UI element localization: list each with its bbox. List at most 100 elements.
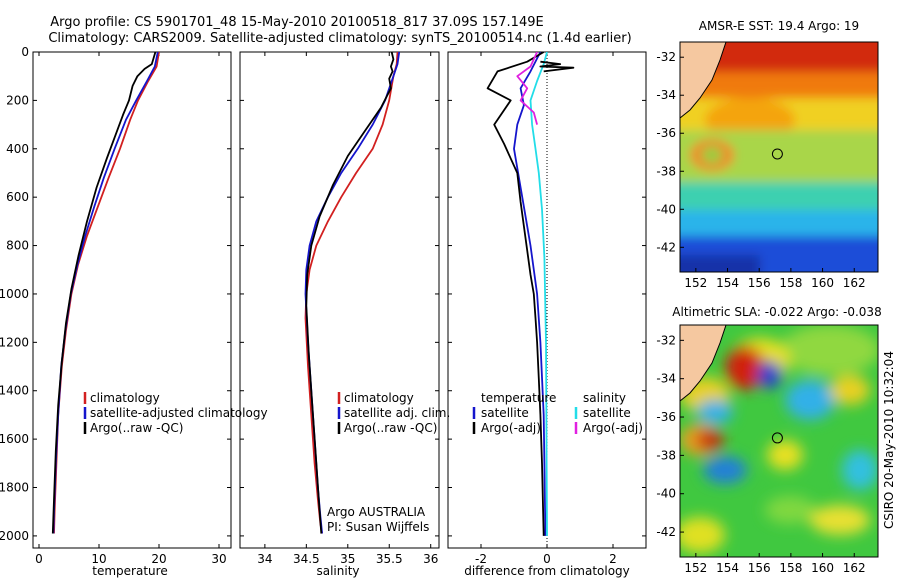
y-tick-label: -38 — [656, 448, 676, 462]
y-tick-label: -32 — [656, 333, 676, 347]
series-line — [486, 52, 545, 536]
x-tick-label: 152 — [684, 561, 707, 575]
salinity-ticks: 34 34.5 35 35.5 36 — [240, 51, 439, 566]
sla-argo-marker — [771, 432, 783, 444]
series-line — [513, 52, 547, 536]
temperature-xlabel: temperature — [92, 564, 167, 578]
difference-series — [486, 52, 575, 536]
sst-band-cyan — [680, 210, 878, 238]
sst-band-deep-blue — [680, 255, 760, 272]
series-line — [304, 52, 399, 534]
y-tick-label: -34 — [656, 88, 676, 102]
sla-blob — [780, 325, 878, 375]
legend-heading-temperature: temperature — [481, 391, 556, 405]
series-line — [51, 52, 157, 534]
x-tick-label: 160 — [811, 561, 834, 575]
y-tick-label: -40 — [656, 487, 676, 501]
sst-band-teal — [680, 182, 878, 212]
sla-coastline — [680, 325, 727, 402]
series-line — [305, 52, 395, 534]
legend-label-sal-argo: Argo(-adj) — [583, 421, 643, 435]
temperature-legend: climatology satellite-adjusted climatolo… — [83, 391, 268, 435]
series-line — [304, 52, 401, 534]
x-tick-label: 35 — [340, 552, 355, 566]
legend-label-argo: Argo(..raw -QC) — [344, 421, 437, 435]
sla-blob — [703, 456, 747, 484]
sla-blob — [767, 440, 803, 470]
y-tick-label: 1600 — [0, 432, 29, 446]
x-tick-label: 20 — [151, 552, 166, 566]
x-tick-label: 158 — [779, 561, 802, 575]
x-tick-label: 35.5 — [376, 552, 403, 566]
y-tick-label: 400 — [6, 142, 29, 156]
side-credit: CSIRO 20-May-2010 10:32:04 — [882, 351, 896, 529]
legend-label-temp-argo: Argo(-adj) — [481, 421, 541, 435]
y-tick-label: 1000 — [0, 287, 29, 301]
y-tick-label: -42 — [656, 525, 676, 539]
x-tick-label: -2 — [475, 552, 487, 566]
salinity-plot-frame — [239, 51, 440, 549]
x-tick-label: 0 — [35, 552, 43, 566]
y-tick-label: 1800 — [0, 481, 29, 495]
sst-map-ticks: 152 154 156 158 160 162 -32 -34 -36 -38 -40 -42 — [656, 50, 865, 290]
sst-map — [680, 42, 878, 272]
sla-blob — [758, 361, 782, 389]
y-tick-label: 0 — [21, 45, 29, 59]
sla-blob — [697, 400, 733, 424]
legend-label-climatology: climatology — [344, 391, 414, 405]
sla-blob — [810, 505, 870, 535]
sla-map-ticks: 152 154 156 158 160 162 -32 -34 -36 -38 -40 -42 — [656, 333, 865, 575]
sst-map-frame — [679, 41, 879, 273]
sst-map-title: AMSR-E SST: 19.4 Argo: 19 — [699, 19, 859, 33]
legend-label-sal-satellite: satellite — [583, 406, 631, 420]
sla-map — [680, 325, 878, 557]
sla-field — [680, 325, 878, 553]
series-line — [539, 60, 575, 73]
temperature-series — [51, 52, 160, 534]
sla-land — [680, 325, 726, 401]
legend-label-argo: Argo(..raw -QC) — [90, 421, 183, 435]
x-tick-label: 156 — [748, 561, 771, 575]
x-tick-label: 154 — [716, 561, 739, 575]
temperature-plot-frame — [32, 51, 232, 549]
sst-eddy-core — [701, 146, 723, 164]
sla-blob — [696, 430, 724, 450]
sla-blob — [785, 380, 835, 420]
difference-ticks: -2 0 2 — [448, 51, 646, 566]
y-tick-label: 800 — [6, 239, 29, 253]
sla-blob — [842, 450, 878, 490]
sla-blob — [680, 517, 725, 553]
y-tick-label: 2000 — [0, 529, 29, 543]
legend-label-temp-satellite: satellite — [481, 406, 529, 420]
salinity-legend: climatology satellite adj. clim. Argo(..… — [337, 391, 450, 435]
y-tick-label: 1200 — [0, 335, 29, 349]
x-tick-label: 34 — [257, 552, 272, 566]
series-line — [53, 52, 160, 534]
x-tick-label: 158 — [779, 276, 802, 290]
x-tick-label: 34.5 — [293, 552, 320, 566]
float-pi: PI: Susan Wijffels — [327, 520, 429, 534]
x-tick-label: 152 — [684, 276, 707, 290]
title-line-1: Argo profile: CS 5901701_48 15-May-2010 … — [50, 15, 543, 30]
x-tick-label: 36 — [423, 552, 438, 566]
legend-label-satellite-adj: satellite adj. clim. — [344, 406, 450, 420]
y-tick-label: -32 — [656, 50, 676, 64]
y-tick-label: 600 — [6, 190, 29, 204]
x-tick-label: 154 — [716, 276, 739, 290]
difference-xlabel: difference from climatology — [464, 564, 630, 578]
sst-coastline — [680, 42, 727, 119]
sst-land — [680, 42, 726, 118]
title-line-2: Climatology: CARS2009. Satellite-adjuste… — [48, 31, 631, 46]
legend-heading-salinity: salinity — [583, 391, 626, 405]
y-tick-label: -36 — [656, 126, 676, 140]
x-tick-label: 10 — [91, 552, 106, 566]
sla-blob — [830, 375, 870, 405]
sla-blob — [725, 346, 765, 390]
series-line — [52, 52, 159, 534]
y-tick-label: -36 — [656, 410, 676, 424]
salinity-xlabel: salinity — [316, 564, 359, 578]
x-tick-label: 162 — [843, 561, 866, 575]
x-tick-label: 160 — [811, 276, 834, 290]
series-line — [529, 52, 548, 536]
